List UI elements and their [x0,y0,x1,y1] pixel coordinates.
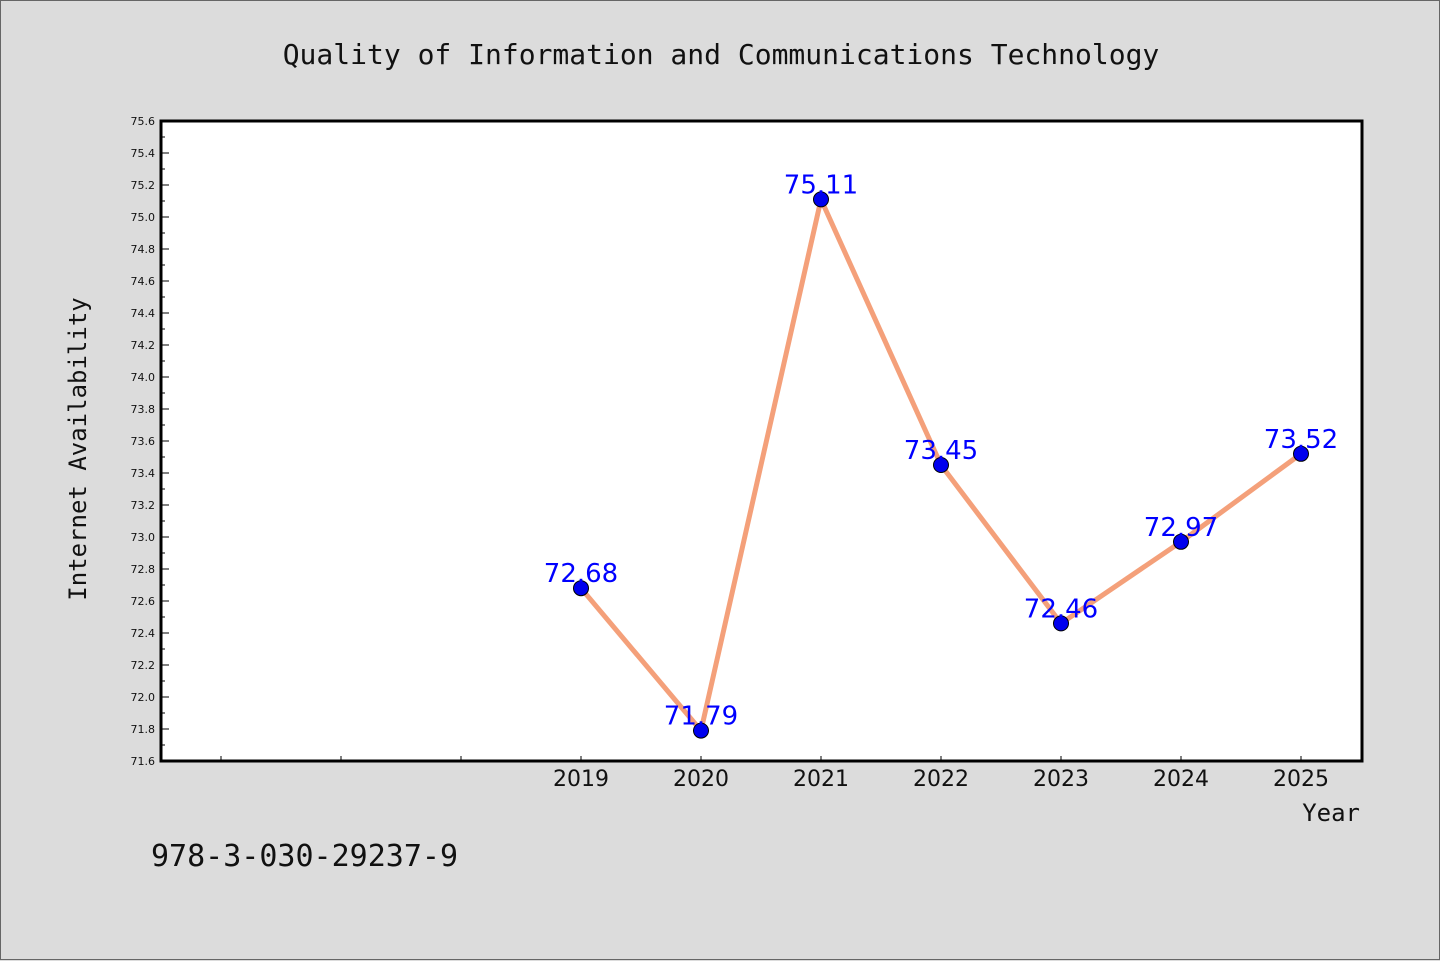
chart-title: Quality of Information and Communication… [283,38,1160,71]
y-tick-label: 74.2 [131,339,156,352]
x-tick-label: 2019 [553,767,609,792]
x-tick-label: 2024 [1153,767,1209,792]
y-axis-title: Internet Availability [64,297,92,600]
isbn-text: 978-3-030-29237-9 [151,839,458,874]
y-tick-label: 71.6 [131,755,156,768]
y-tick-label: 73.2 [131,499,156,512]
y-tick-label: 74.4 [131,307,156,320]
y-tick-label: 74.0 [131,371,156,384]
x-tick-label: 2020 [673,767,729,792]
data-point-marker [933,457,949,473]
data-point-marker [1053,615,1069,632]
data-point-marker [573,580,589,597]
x-axis-title: Year [1302,799,1360,827]
y-tick-label: 72.2 [131,659,156,672]
y-tick-label: 75.2 [131,179,156,192]
x-tick-label: 2023 [1033,767,1089,792]
data-label: 75.11 [784,170,858,200]
data-point-marker [1173,533,1189,550]
y-tick-label: 74.6 [131,275,156,288]
y-axis: 71.6 71.8 72.0 72.2 72.4 72.6 72.8 73.0 73.2 73.4… [131,115,169,768]
data-labels: 72.68 71.79 75.11 73.45 72.46 72.97 73.52 [544,170,1338,731]
plot-area [159,119,1364,763]
data-label: 72.46 [1024,594,1098,624]
x-tick-label: 2022 [913,767,969,792]
y-tick-label: 74.8 [131,243,156,256]
y-tick-label: 72.6 [131,595,156,608]
data-label: 73.45 [904,436,978,466]
y-tick-label: 73.8 [131,403,156,416]
y-tick-label: 72.4 [131,627,156,640]
data-label: 72.97 [1144,513,1218,543]
y-tick-label: 71.8 [131,723,156,736]
y-tick-label: 72.8 [131,563,156,576]
y-tick-label: 73.6 [131,435,156,448]
data-point-marker [693,722,709,739]
series-line-group [573,191,1309,739]
data-label: 72.68 [544,559,618,589]
y-tick-label: 75.6 [131,115,156,128]
y-tick-label: 72.0 [131,691,156,704]
x-axis: 2019 2020 2021 2022 2023 2024 2025 [220,756,1329,792]
data-label: 73.52 [1264,425,1338,455]
data-point-marker [1293,445,1309,462]
y-tick-label: 73.4 [131,467,156,480]
y-tick-label: 75.0 [131,211,156,224]
data-label: 71.79 [664,702,738,732]
data-point-marker [813,191,829,208]
y-tick-label: 73.0 [131,531,156,544]
x-tick-label: 2021 [793,767,849,792]
y-tick-label: 75.4 [131,147,156,160]
x-tick-label: 2025 [1273,767,1329,792]
